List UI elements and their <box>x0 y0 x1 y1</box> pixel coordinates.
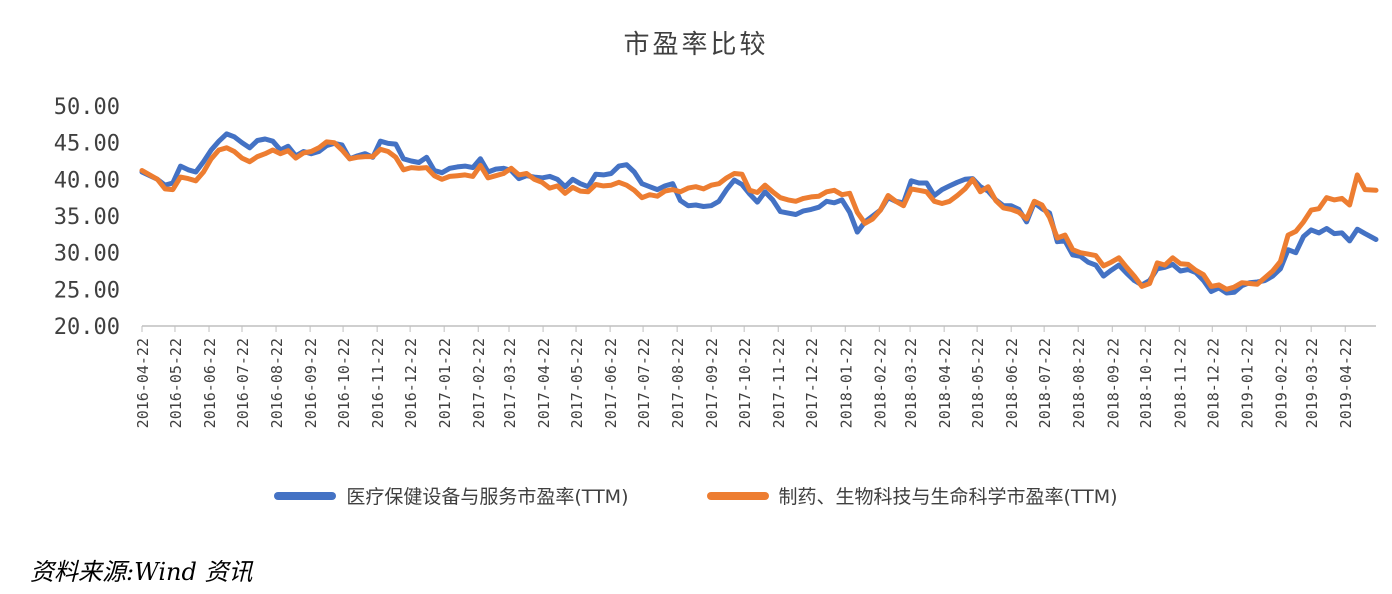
legend-swatch-orange <box>706 491 769 500</box>
x-tick-label: 2016-06-22 <box>201 338 219 428</box>
x-tick-label: 2017-10-22 <box>736 338 754 428</box>
x-tick-label: 2018-09-22 <box>1104 338 1122 428</box>
x-tick-label: 2016-12-22 <box>402 338 420 428</box>
x-tick-label: 2018-06-22 <box>1003 338 1021 428</box>
x-tick-label: 2018-10-22 <box>1137 338 1155 428</box>
source-note: 资料来源:Wind 资讯 <box>30 558 253 586</box>
x-tick-label: 2017-09-22 <box>703 338 721 428</box>
y-tick-label: 40.00 <box>54 168 120 193</box>
chart-title: 市盈率比较 <box>623 30 769 60</box>
x-tick-label: 2016-11-22 <box>369 338 387 428</box>
x-tick-label: 2018-01-22 <box>837 338 855 428</box>
legend-label-pharma-biotech: 制药、生物科技与生命科学市盈率(TTM) <box>778 486 1118 508</box>
x-tick-label: 2018-04-22 <box>936 338 954 428</box>
x-tick-label: 2019-02-22 <box>1272 338 1290 428</box>
x-tick-label: 2017-11-22 <box>770 338 788 428</box>
legend-label-healthcare-equipment: 医疗保健设备与服务市盈率(TTM) <box>346 486 629 508</box>
x-tick-label: 2018-08-22 <box>1070 338 1088 428</box>
x-tick-label: 2017-08-22 <box>669 338 687 428</box>
x-tick-label: 2018-11-22 <box>1171 338 1189 428</box>
x-tick-label: 2016-09-22 <box>302 338 320 428</box>
series-lines <box>139 131 1379 296</box>
x-tick-label: 2017-05-22 <box>568 338 586 428</box>
x-tick-label: 2018-03-22 <box>902 338 920 428</box>
x-tick-label: 2016-08-22 <box>268 338 286 428</box>
x-tick-label: 2018-05-22 <box>969 338 987 428</box>
x-tick-label: 2017-01-22 <box>436 338 454 428</box>
legend-item-healthcare-equipment: 医疗保健设备与服务市盈率(TTM) <box>274 482 629 509</box>
x-tick-label: 2019-03-22 <box>1303 338 1321 428</box>
x-tick-label: 2019-01-22 <box>1238 338 1256 428</box>
y-tick-label: 45.00 <box>54 132 120 157</box>
y-axis-tick-labels: 20.00 25.00 30.00 35.00 40.00 45.00 50.00 <box>54 95 120 340</box>
y-tick-label: 35.00 <box>54 205 120 230</box>
y-tick-label: 20.00 <box>54 315 120 340</box>
series-line-pharma-biotech <box>139 139 1379 292</box>
y-tick-label: 25.00 <box>54 278 120 303</box>
x-tick-label: 2018-07-22 <box>1036 338 1054 428</box>
legend: 医疗保健设备与服务市盈率(TTM) 制药、生物科技与生命科学市盈率(TTM) <box>0 482 1392 509</box>
x-tick-label: 2016-04-22 <box>134 338 152 428</box>
x-tick-label: 2018-02-22 <box>871 338 889 428</box>
x-tick-label: 2017-02-22 <box>470 338 488 428</box>
x-tick-label: 2017-07-22 <box>635 338 653 428</box>
x-axis-ticks <box>141 326 1346 332</box>
x-tick-label: 2017-03-22 <box>501 338 519 428</box>
x-tick-label: 2017-04-22 <box>535 338 553 428</box>
legend-swatch-blue <box>274 491 337 500</box>
y-tick-label: 30.00 <box>54 242 120 267</box>
x-tick-label: 2016-05-22 <box>167 338 185 428</box>
y-tick-label: 50.00 <box>54 95 120 120</box>
x-tick-label: 2016-10-22 <box>335 338 353 428</box>
x-tick-label: 2017-06-22 <box>602 338 620 428</box>
x-tick-label: 2018-12-22 <box>1204 338 1222 428</box>
legend-item-pharma-biotech: 制药、生物科技与生命科学市盈率(TTM) <box>706 482 1118 509</box>
x-tick-label: 2017-12-22 <box>803 338 821 428</box>
x-axis-tick-labels: 2016-04-22 2016-05-22 2016-06-22 2016-07-22… <box>134 338 1355 428</box>
x-tick-label: 2019-04-22 <box>1337 338 1355 428</box>
x-tick-label: 2016-07-22 <box>234 338 252 428</box>
